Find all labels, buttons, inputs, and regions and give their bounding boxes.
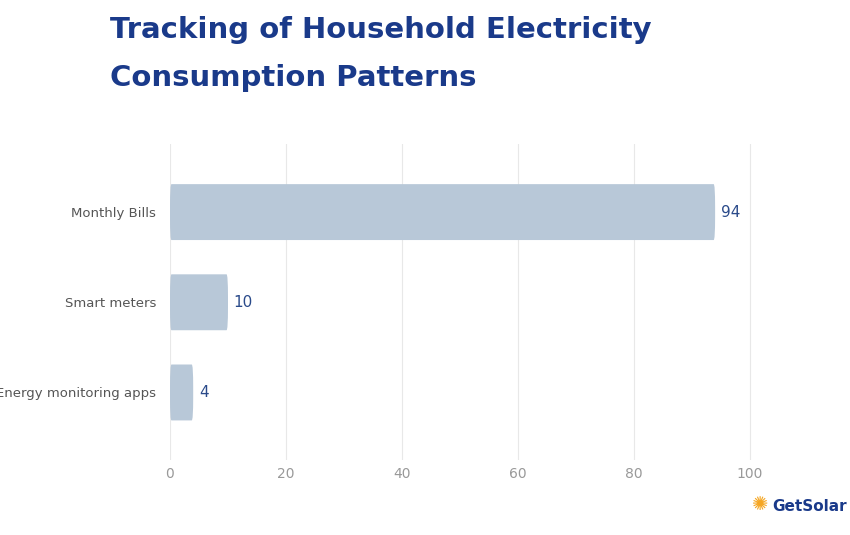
Text: 94: 94	[721, 204, 740, 219]
FancyBboxPatch shape	[170, 184, 715, 240]
Text: Tracking of Household Electricity: Tracking of Household Electricity	[110, 16, 652, 44]
Text: 10: 10	[234, 295, 253, 310]
Text: Consumption Patterns: Consumption Patterns	[110, 64, 477, 92]
Text: GetSolar: GetSolar	[772, 499, 847, 514]
Text: ✺: ✺	[752, 494, 768, 514]
FancyBboxPatch shape	[170, 364, 193, 421]
FancyBboxPatch shape	[170, 274, 228, 330]
Text: 4: 4	[199, 385, 208, 400]
